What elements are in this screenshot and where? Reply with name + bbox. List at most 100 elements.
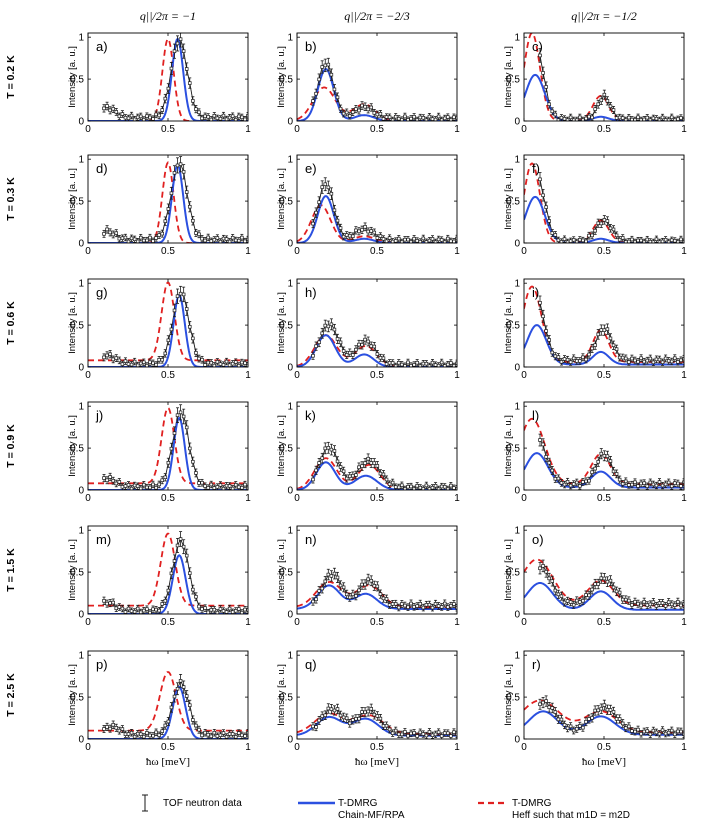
- tof-point: [544, 565, 548, 578]
- tof-point: [387, 601, 392, 609]
- tof-point: [123, 608, 128, 614]
- y-tick-label: 0.5: [279, 321, 293, 332]
- y-tick-label: 0.5: [506, 75, 520, 86]
- tof-point: [117, 112, 122, 120]
- tof-point: [565, 477, 570, 486]
- tof-point: [679, 727, 683, 736]
- y-tick-label: 0: [514, 486, 520, 497]
- tof-point: [575, 596, 579, 605]
- tof-point: [354, 105, 358, 114]
- tof-point: [587, 476, 591, 485]
- tof-point: [139, 359, 143, 367]
- tof-point: [556, 353, 561, 362]
- tof-point: [157, 480, 161, 489]
- panel-g: 00 0.5 0.5 1 1 g) Intensity [a. u.]: [67, 278, 251, 381]
- tof-point: [427, 237, 432, 243]
- tof-point: [562, 235, 567, 243]
- tof-point: [430, 115, 435, 121]
- chain-mf-rpa-curve: [88, 37, 248, 121]
- tof-point: [547, 572, 551, 584]
- panel-label: f): [532, 161, 540, 176]
- tof-point: [663, 602, 668, 610]
- tof-point: [105, 722, 109, 731]
- tof-point: [415, 116, 419, 121]
- tof-point: [209, 732, 213, 739]
- tof-point: [224, 733, 229, 739]
- tof-point: [676, 597, 680, 606]
- tof-point: [169, 323, 174, 335]
- tof-point: [669, 236, 674, 243]
- tof-point: [455, 730, 457, 739]
- tof-point: [369, 226, 373, 236]
- axes-frame: [523, 650, 685, 740]
- tof-point: [568, 722, 573, 731]
- tof-point: [172, 303, 177, 318]
- tof-point: [348, 231, 352, 240]
- tof-point: [611, 340, 616, 350]
- tof-point: [602, 215, 607, 225]
- x-tick-label: 1: [245, 370, 251, 381]
- y-tick-label: 0.5: [506, 444, 520, 455]
- tof-point: [178, 674, 183, 688]
- tof-point: [326, 441, 331, 454]
- tof-point: [553, 352, 558, 361]
- tof-point: [233, 358, 238, 366]
- panel-e: 00 0.5 0.5 1 1 e) Intensity [a. u.]: [276, 154, 460, 257]
- tof-point: [415, 359, 419, 367]
- x-tick-label: 0.5: [597, 617, 611, 628]
- tof-point: [568, 482, 573, 490]
- tof-point: [360, 707, 364, 717]
- tof-point: [412, 361, 416, 367]
- tof-point: [559, 358, 564, 366]
- tof-point: [544, 201, 548, 213]
- tof-point: [620, 719, 625, 728]
- x-tick-label: 0.5: [161, 742, 175, 753]
- y-tick-label: 1: [78, 526, 84, 537]
- tof-point: [409, 599, 413, 608]
- tof-point: [354, 470, 358, 480]
- tof-point: [344, 108, 349, 117]
- tof-point: [449, 601, 453, 610]
- tof-point: [218, 238, 223, 243]
- tof-point: [645, 482, 649, 490]
- tof-point: [120, 234, 125, 242]
- tof-point: [627, 238, 631, 243]
- x-tick-label: 1: [454, 246, 460, 257]
- tof-point: [639, 730, 643, 738]
- tof-point: [400, 361, 404, 367]
- tof-point: [157, 731, 161, 739]
- tof-point: [326, 180, 331, 195]
- column-title: q||/2π = −1: [140, 9, 196, 23]
- tof-point: [105, 476, 109, 485]
- y-axis-label: Intensity [a. u.]: [67, 664, 78, 726]
- tof-point: [642, 479, 646, 487]
- tof-point: [329, 318, 334, 331]
- tof-point: [351, 232, 355, 240]
- tof-point: [412, 729, 416, 737]
- tof-point: [406, 483, 410, 490]
- tof-point: [341, 346, 346, 356]
- y-tick-label: 1: [78, 155, 84, 166]
- tof-point: [111, 720, 115, 729]
- tof-point: [154, 234, 158, 242]
- tof-point: [651, 598, 656, 607]
- tof-point: [114, 229, 119, 238]
- tof-point: [227, 113, 232, 121]
- tof-point: [620, 114, 625, 121]
- tof-point: [197, 725, 201, 734]
- tof-point: [446, 729, 450, 737]
- tof-point: [562, 480, 567, 489]
- tof-point: [544, 451, 548, 463]
- tof-point: [338, 337, 343, 348]
- y-axis-label: Intensity [a. u.]: [67, 46, 78, 108]
- tof-point: [421, 730, 426, 738]
- legend: TOF neutron data T-DMRGChain-MF/RPAT-DMRG…: [142, 794, 630, 821]
- tof-point: [624, 116, 628, 121]
- panel-label: m): [96, 532, 111, 547]
- tof-point: [357, 462, 361, 472]
- tof-point: [547, 457, 551, 468]
- tof-point: [375, 461, 380, 471]
- x-tick-label: 0: [85, 370, 91, 381]
- tof-point: [648, 116, 653, 121]
- tof-point: [175, 35, 180, 52]
